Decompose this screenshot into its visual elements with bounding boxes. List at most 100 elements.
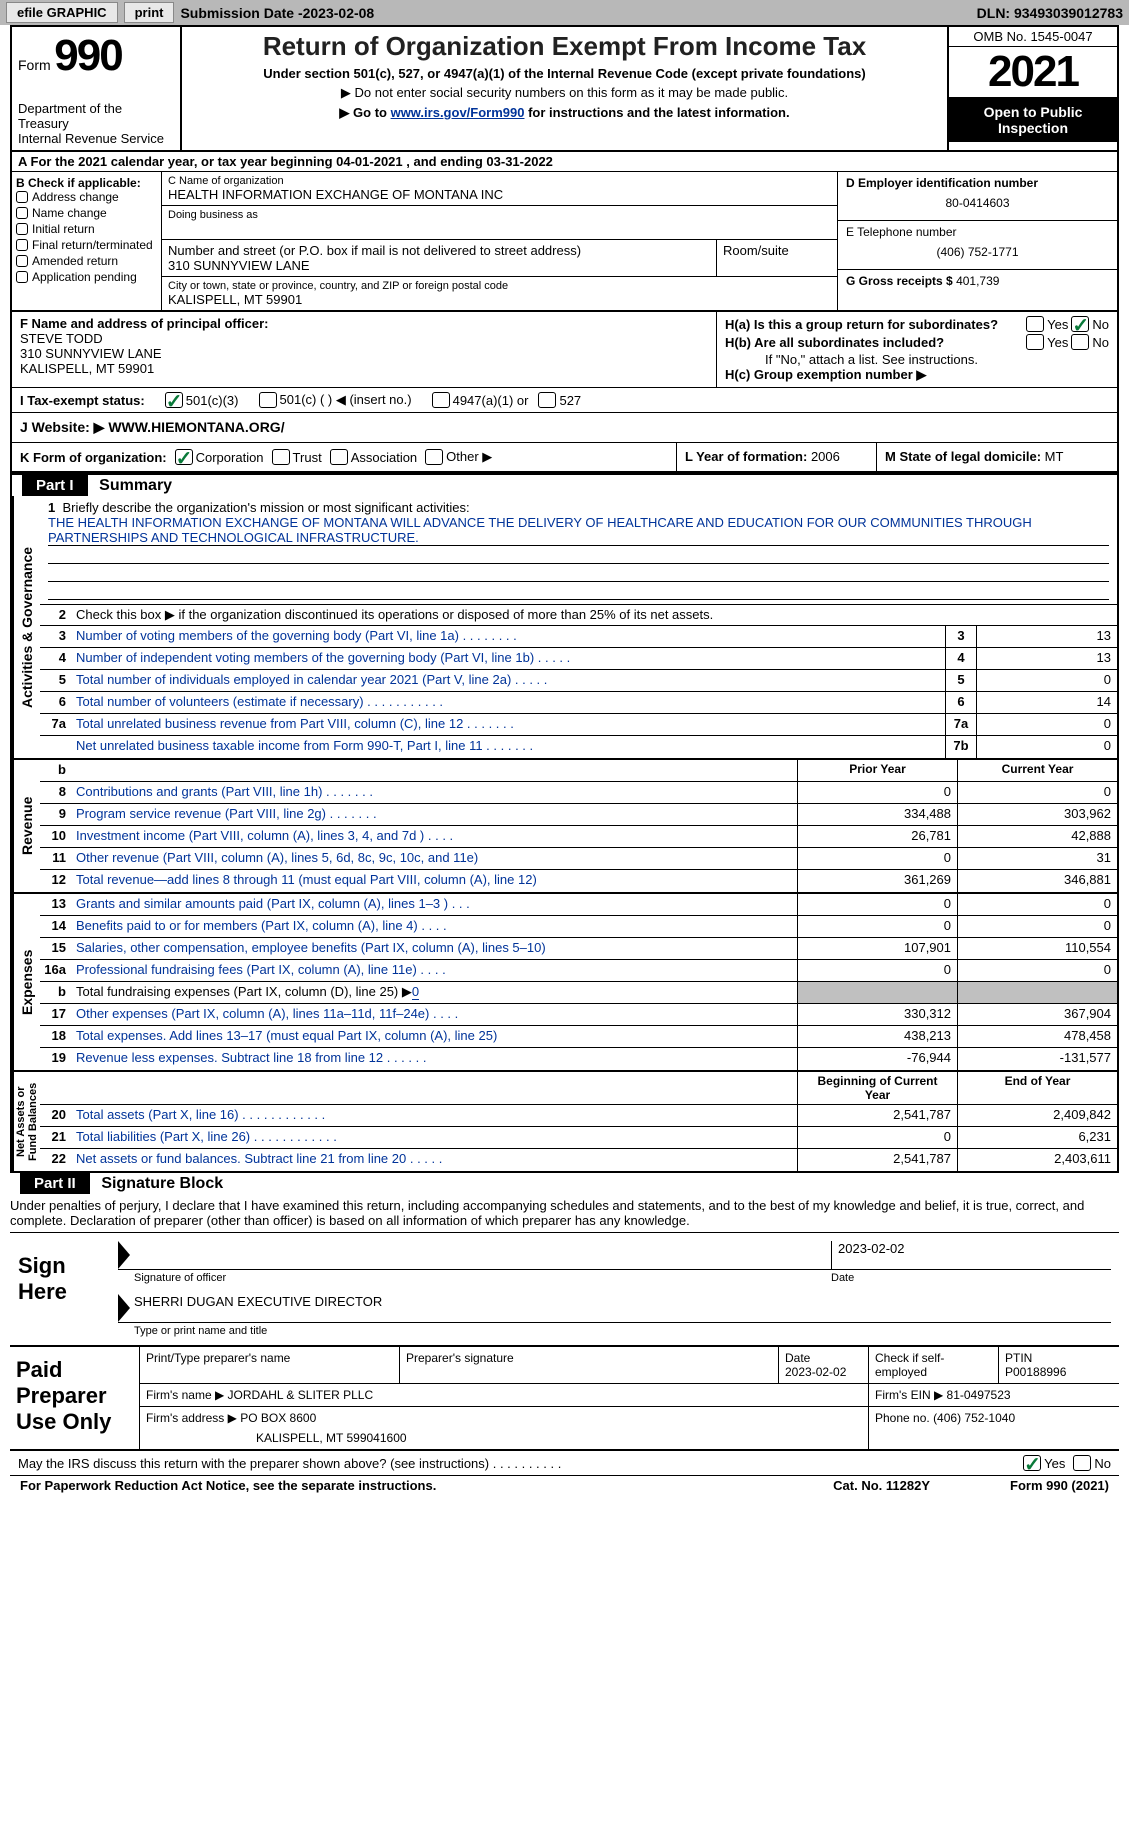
subtitle-2a: ▶ Do not enter social security numbers o… (190, 85, 939, 101)
subtitle-2b: ▶ Go to www.irs.gov/Form990 for instruct… (190, 105, 939, 121)
ha-no-checkbox[interactable] (1071, 316, 1089, 332)
dept-treasury: Department of the Treasury (18, 101, 174, 131)
corp-checkbox[interactable] (175, 449, 193, 465)
col-b: B Check if applicable: Address change Na… (12, 172, 162, 310)
tel-cell: E Telephone number (406) 752-1771 (838, 221, 1117, 270)
vtab-expenses: Expenses (12, 894, 40, 1070)
part1-title: Summary (99, 477, 172, 494)
form-number: 990 (54, 31, 121, 80)
4947-checkbox[interactable] (432, 392, 450, 408)
perjury-declaration: Under penalties of perjury, I declare th… (10, 1194, 1119, 1233)
col-d: D Employer identification number 80-0414… (837, 172, 1117, 310)
ha-yes-checkbox[interactable] (1026, 316, 1044, 332)
hb-yes-checkbox[interactable] (1026, 334, 1044, 350)
col-b-label: B Check if applicable: (16, 176, 157, 190)
k-form-org: K Form of organization: Corporation Trus… (12, 443, 677, 471)
dba-cell: Doing business as (162, 206, 837, 240)
activities-governance-table: Activities & Governance 1 Briefly descri… (10, 496, 1119, 760)
efile-button[interactable]: efile GRAPHIC (6, 2, 118, 23)
part1-tag: Part I (22, 475, 88, 496)
row-a: A For the 2021 calendar year, or tax yea… (12, 152, 1117, 172)
sign-here-label: Sign Here (10, 1233, 110, 1345)
assoc-checkbox[interactable] (330, 449, 348, 465)
check-final[interactable]: Final return/terminated (16, 238, 157, 252)
addr-cell: Number and street (or P.O. box if mail i… (162, 240, 837, 277)
checkbox-icon (16, 239, 28, 251)
501c3-checkbox[interactable] (165, 392, 183, 408)
arrow-icon (118, 1294, 130, 1322)
form-header: Form 990 Department of the Treasury Inte… (12, 27, 1117, 152)
section-fh: F Name and address of principal officer:… (12, 312, 1117, 388)
open-inspection: Open to Public Inspection (949, 98, 1117, 142)
omb-number: OMB No. 1545-0047 (949, 27, 1117, 47)
irs-label: Internal Revenue Service (18, 131, 174, 146)
footer: For Paperwork Reduction Act Notice, see … (10, 1475, 1119, 1495)
part2-tag: Part II (20, 1173, 90, 1194)
checkbox-icon (16, 207, 28, 219)
footer-left: For Paperwork Reduction Act Notice, see … (20, 1478, 436, 1493)
check-amended[interactable]: Amended return (16, 254, 157, 268)
check-address[interactable]: Address change (16, 190, 157, 204)
check-initial[interactable]: Initial return (16, 222, 157, 236)
other-checkbox[interactable] (425, 449, 443, 465)
gross-cell: G Gross receipts $ 401,739 (838, 270, 1117, 292)
form-frame: Form 990 Department of the Treasury Inte… (10, 25, 1119, 475)
header-right: OMB No. 1545-0047 2021 Open to Public In… (947, 27, 1117, 150)
footer-mid: Cat. No. 11282Y (833, 1478, 930, 1493)
org-name-cell: C Name of organization HEALTH INFORMATIO… (162, 172, 837, 206)
vtab-netassets: Net Assets orFund Balances (12, 1072, 40, 1171)
check-name[interactable]: Name change (16, 206, 157, 220)
501c-checkbox[interactable] (259, 392, 277, 408)
sign-here-row: Sign Here 2023-02-02 Signature of office… (10, 1233, 1119, 1347)
row-kl: K Form of organization: Corporation Trus… (12, 443, 1117, 473)
footer-right: Form 990 (2021) (1010, 1478, 1109, 1493)
print-button[interactable]: print (124, 2, 175, 23)
revenue-table: Revenue bPrior YearCurrent Year 8Contrib… (10, 760, 1119, 894)
discuss-yes-checkbox[interactable] (1023, 1455, 1041, 1471)
checkbox-icon (16, 223, 28, 235)
section-bcd: B Check if applicable: Address change Na… (12, 172, 1117, 312)
ein-cell: D Employer identification number 80-0414… (838, 172, 1117, 221)
m-state: M State of legal domicile: MT (877, 443, 1117, 471)
discuss-row: May the IRS discuss this return with the… (10, 1451, 1119, 1475)
i-label: I Tax-exempt status: (20, 393, 145, 408)
irs-link[interactable]: www.irs.gov/Form990 (391, 105, 525, 120)
hb-no-checkbox[interactable] (1071, 334, 1089, 350)
subtitle-1: Under section 501(c), 527, or 4947(a)(1)… (190, 66, 939, 81)
discuss-no-checkbox[interactable] (1073, 1455, 1091, 1471)
row-j: J Website: ▶ WWW.HIEMONTANA.ORG/ (12, 413, 1117, 443)
part2-header-row: Part II Signature Block (10, 1173, 1119, 1194)
row-i: I Tax-exempt status: 501(c)(3) 501(c) ( … (12, 388, 1117, 413)
col-f: F Name and address of principal officer:… (12, 312, 717, 387)
submission-date-label: Submission Date - (180, 5, 302, 21)
check-pending[interactable]: Application pending (16, 270, 157, 284)
l-year: L Year of formation: 2006 (677, 443, 877, 471)
checkbox-icon (16, 255, 28, 267)
checkbox-icon (16, 271, 28, 283)
mission-text: THE HEALTH INFORMATION EXCHANGE OF MONTA… (48, 515, 1109, 546)
part1-header-row: Part I Summary (10, 475, 1119, 496)
netassets-table: Net Assets orFund Balances Beginning of … (10, 1072, 1119, 1173)
tax-year: 2021 (949, 47, 1117, 98)
city-cell: City or town, state or province, country… (162, 277, 837, 310)
submission-date: 2023-02-08 (303, 5, 375, 21)
expenses-table: Expenses 13Grants and similar amounts pa… (10, 894, 1119, 1072)
part2-title: Signature Block (101, 1175, 223, 1192)
col-h: H(a) Is this a group return for subordin… (717, 312, 1117, 387)
arrow-icon (118, 1241, 130, 1269)
vtab-revenue: Revenue (12, 760, 40, 892)
col-c: C Name of organization HEALTH INFORMATIO… (162, 172, 837, 310)
527-checkbox[interactable] (538, 392, 556, 408)
header-left: Form 990 Department of the Treasury Inte… (12, 27, 182, 150)
form-word: Form (18, 57, 51, 73)
trust-checkbox[interactable] (272, 449, 290, 465)
checkbox-icon (16, 191, 28, 203)
dln: DLN: 93493039012783 (977, 5, 1123, 21)
mission-block: 1 Briefly describe the organization's mi… (40, 496, 1117, 604)
form-title: Return of Organization Exempt From Incom… (190, 31, 939, 62)
header-mid: Return of Organization Exempt From Incom… (182, 27, 947, 150)
topbar: efile GRAPHIC print Submission Date - 20… (0, 0, 1129, 25)
paid-preparer-label: Paid Preparer Use Only (10, 1347, 140, 1449)
paid-preparer-table: Paid Preparer Use Only Print/Type prepar… (10, 1347, 1119, 1451)
signature-section: Under penalties of perjury, I declare th… (10, 1194, 1119, 1475)
